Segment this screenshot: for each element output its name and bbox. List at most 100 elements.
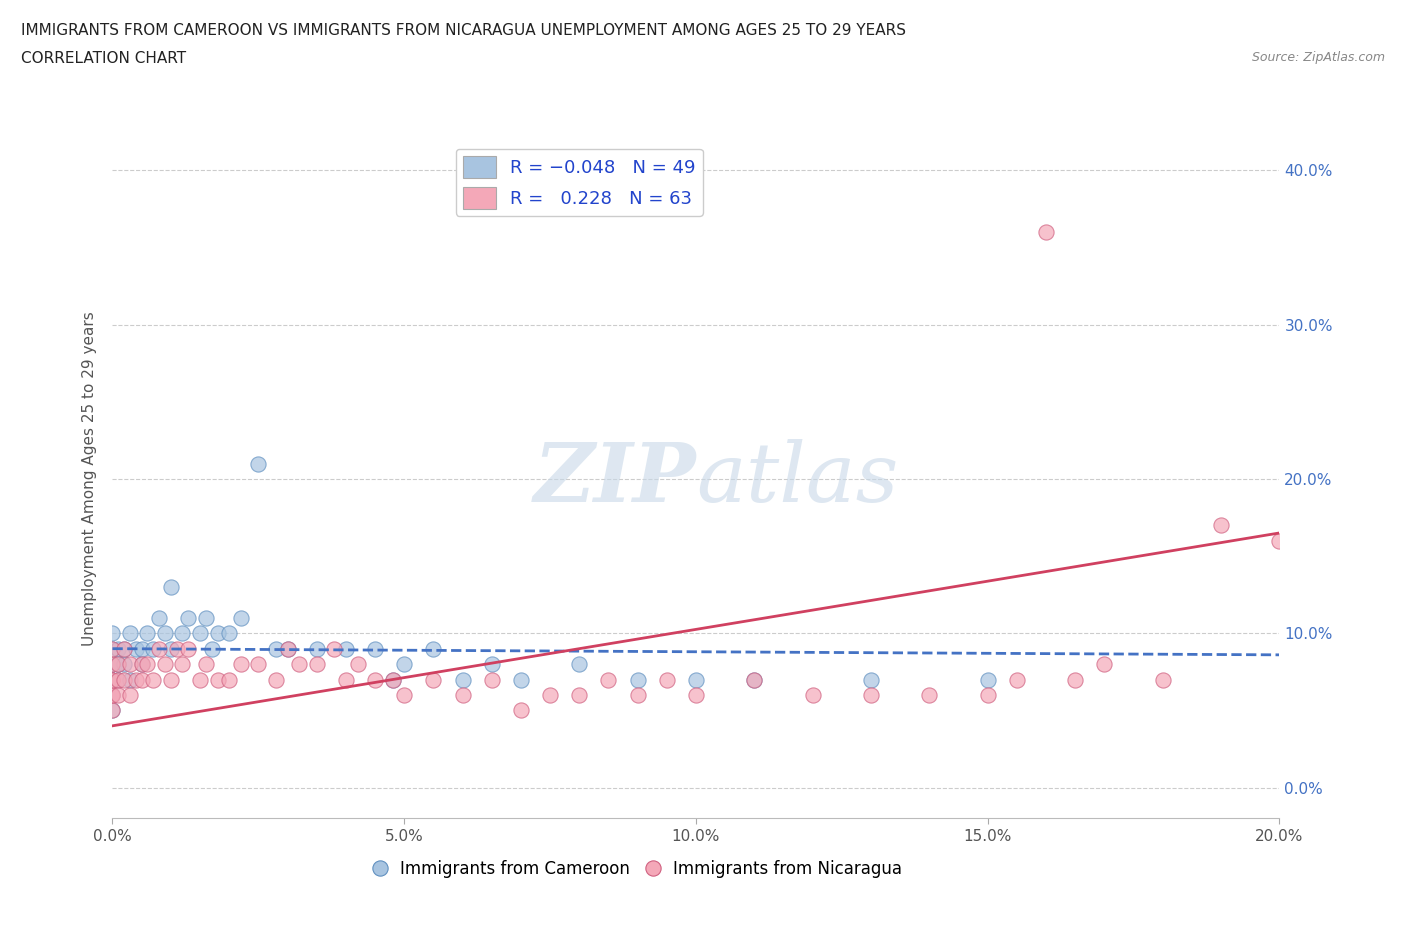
Point	[172, 657, 194, 671]
Point	[101, 672, 124, 687]
Point	[538, 687, 561, 702]
Point	[201, 642, 224, 657]
Point	[188, 672, 211, 687]
Point	[323, 642, 346, 657]
Point	[136, 657, 159, 671]
Point	[1094, 657, 1116, 671]
Point	[305, 642, 328, 657]
Point	[112, 642, 135, 657]
Point	[142, 642, 165, 657]
Point	[153, 626, 176, 641]
Point	[177, 642, 200, 657]
Point	[131, 657, 153, 671]
Point	[107, 657, 129, 671]
Point	[107, 672, 129, 687]
Point	[101, 703, 124, 718]
Point	[177, 610, 200, 625]
Point	[509, 672, 531, 687]
Point	[194, 610, 217, 625]
Point	[118, 672, 141, 687]
Point	[112, 672, 135, 687]
Point	[335, 642, 357, 657]
Point	[218, 626, 240, 641]
Point	[118, 626, 141, 641]
Point	[627, 672, 650, 687]
Point	[742, 672, 765, 687]
Point	[481, 672, 503, 687]
Point	[101, 672, 124, 687]
Point	[101, 687, 124, 702]
Point	[451, 687, 474, 702]
Point	[207, 626, 229, 641]
Point	[153, 657, 176, 671]
Point	[305, 657, 328, 671]
Point	[131, 672, 153, 687]
Point	[801, 687, 824, 702]
Point	[976, 672, 998, 687]
Point	[394, 687, 416, 702]
Point	[568, 657, 591, 671]
Point	[101, 703, 124, 718]
Point	[288, 657, 311, 671]
Point	[125, 642, 148, 657]
Point	[229, 610, 252, 625]
Point	[218, 672, 240, 687]
Point	[1152, 672, 1174, 687]
Point	[118, 657, 141, 671]
Text: Source: ZipAtlas.com: Source: ZipAtlas.com	[1251, 51, 1385, 64]
Point	[1268, 533, 1291, 548]
Text: IMMIGRANTS FROM CAMEROON VS IMMIGRANTS FROM NICARAGUA UNEMPLOYMENT AMONG AGES 25: IMMIGRANTS FROM CAMEROON VS IMMIGRANTS F…	[21, 23, 905, 38]
Point	[131, 642, 153, 657]
Point	[148, 642, 170, 657]
Point	[860, 687, 883, 702]
Point	[1005, 672, 1028, 687]
Point	[107, 657, 129, 671]
Text: CORRELATION CHART: CORRELATION CHART	[21, 51, 186, 66]
Point	[101, 657, 124, 671]
Point	[166, 642, 188, 657]
Point	[918, 687, 941, 702]
Point	[101, 657, 124, 671]
Point	[655, 672, 678, 687]
Point	[685, 687, 707, 702]
Point	[107, 672, 129, 687]
Point	[112, 657, 135, 671]
Text: ZIP: ZIP	[533, 439, 696, 519]
Point	[101, 657, 124, 671]
Point	[364, 672, 387, 687]
Point	[860, 672, 883, 687]
Point	[627, 687, 650, 702]
Point	[247, 657, 270, 671]
Point	[207, 672, 229, 687]
Point	[1064, 672, 1087, 687]
Point	[160, 579, 183, 594]
Point	[481, 657, 503, 671]
Point	[148, 610, 170, 625]
Y-axis label: Unemployment Among Ages 25 to 29 years: Unemployment Among Ages 25 to 29 years	[82, 312, 97, 646]
Point	[142, 672, 165, 687]
Point	[112, 642, 135, 657]
Point	[335, 672, 357, 687]
Point	[1035, 225, 1057, 240]
Point	[101, 642, 124, 657]
Point	[346, 657, 368, 671]
Point	[160, 672, 183, 687]
Point	[394, 657, 416, 671]
Point	[451, 672, 474, 687]
Point	[101, 687, 124, 702]
Point	[381, 672, 404, 687]
Point	[568, 687, 591, 702]
Point	[742, 672, 765, 687]
Point	[101, 642, 124, 657]
Point	[381, 672, 404, 687]
Point	[264, 642, 287, 657]
Point	[509, 703, 531, 718]
Point	[276, 642, 298, 657]
Text: atlas: atlas	[696, 439, 898, 519]
Point	[1209, 518, 1232, 533]
Point	[107, 642, 129, 657]
Point	[364, 642, 387, 657]
Point	[172, 626, 194, 641]
Point	[276, 642, 298, 657]
Point	[188, 626, 211, 641]
